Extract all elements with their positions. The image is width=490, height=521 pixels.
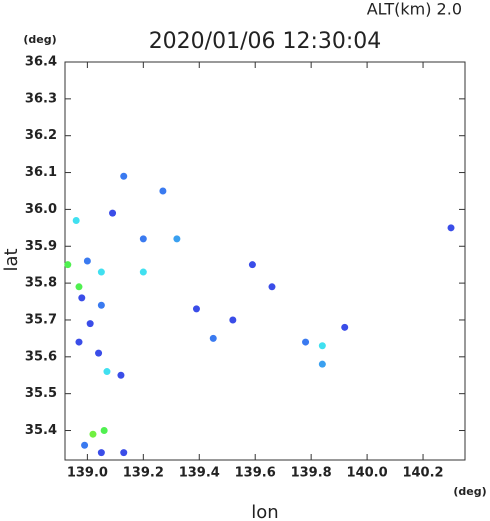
x-axis-label: lon <box>251 502 278 521</box>
echo-point <box>83 257 91 265</box>
echo-point <box>302 338 310 346</box>
echo-point <box>341 323 349 331</box>
y-tick-label: 36.1 <box>25 165 57 180</box>
echo-point <box>109 209 117 217</box>
y-tick-label: 36.0 <box>25 202 57 217</box>
echo-point <box>268 283 276 291</box>
echo-point <box>209 334 217 342</box>
chart-title: 2020/01/06 12:30:04 <box>149 29 382 54</box>
y-tick-label: 35.4 <box>25 423 57 438</box>
echo-point <box>120 449 128 457</box>
echo-point <box>120 172 128 180</box>
echo-point <box>97 268 105 276</box>
echo-point <box>81 441 89 449</box>
y-tick-label: 35.7 <box>25 312 57 327</box>
x-tick-label: 139.6 <box>235 466 276 481</box>
y-unit: (deg) <box>23 33 56 46</box>
echo-point <box>139 235 147 243</box>
x-tick-label: 140.0 <box>347 466 388 481</box>
y-tick-label: 36.4 <box>25 55 57 70</box>
y-tick-label: 35.6 <box>25 349 57 364</box>
echo-point <box>86 320 94 328</box>
echo-point <box>103 368 111 376</box>
echo-point <box>75 338 83 346</box>
echo-point <box>64 261 72 269</box>
echo-point <box>97 449 105 457</box>
y-tick-label: 36.3 <box>25 91 57 106</box>
echo-point <box>95 349 103 357</box>
x-tick-label: 139.0 <box>67 466 108 481</box>
echo-point <box>192 305 200 313</box>
echo-point <box>100 427 108 435</box>
y-tick-label: 36.2 <box>25 128 57 143</box>
y-tick-label: 35.5 <box>25 386 57 401</box>
y-axis-label: lat <box>1 248 22 271</box>
echo-point <box>173 235 181 243</box>
chart-subtitle: ALT(km) 2.0 <box>367 0 462 19</box>
echo-point <box>75 283 83 291</box>
echo-point <box>89 430 97 438</box>
y-tick-label: 35.9 <box>25 239 57 254</box>
echo-point <box>72 216 80 224</box>
plot-frame <box>64 61 466 461</box>
x-tick-label: 139.2 <box>123 466 164 481</box>
x-tick-label: 139.4 <box>179 466 220 481</box>
echo-point <box>229 316 237 324</box>
echo-point <box>318 360 326 368</box>
echo-point <box>248 261 256 269</box>
x-tick-label: 140.2 <box>402 466 443 481</box>
echo-point <box>139 268 147 276</box>
echo-point <box>318 342 326 350</box>
x-tick-label: 139.8 <box>291 466 332 481</box>
echo-point <box>447 224 455 232</box>
x-unit: (deg) <box>453 485 486 498</box>
echo-point <box>117 371 125 379</box>
echo-point <box>78 294 86 302</box>
echo-point <box>97 301 105 309</box>
echo-point <box>159 187 167 195</box>
y-tick-label: 35.8 <box>25 276 57 291</box>
